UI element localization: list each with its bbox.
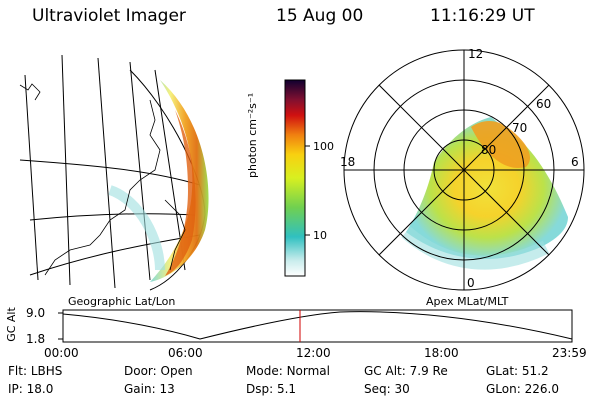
altitude-ylabel: GC Alt [4,307,18,342]
info-glat: GLat: 51.2 [486,364,549,378]
mlt-label-12: 12 [468,47,483,61]
colorbar-tick-100: 100 [313,140,334,153]
info-flt: Flt: LBHS [8,364,63,378]
info-ip: IP: 18.0 [8,382,54,396]
info-door: Door: Open [124,364,193,378]
colorbar-tick-10: 10 [313,229,327,242]
altitude-curve [62,311,573,340]
lat-label-70: 70 [512,121,527,135]
mlt-label-6: 6 [571,155,579,169]
mlt-label-18: 18 [340,155,355,169]
instrument-title: Ultraviolet Imager [32,6,186,26]
colorbar-unit-label: photon cm⁻²s⁻¹ [246,92,259,178]
lat-label-60: 60 [536,97,551,111]
altitude-xtick-1800: 18:00 [424,346,459,360]
date-label: 15 Aug 00 [276,6,364,26]
altitude-plot [58,309,573,343]
time-label: 11:16:29 UT [430,6,535,26]
panel-label-apex: Apex MLat/MLT [426,295,509,308]
info-dsp: Dsp: 5.1 [246,382,297,396]
altitude-xtick-0000: 00:00 [44,346,79,360]
mlt-label-0: 0 [467,276,475,290]
altitude-ytick-9: 9.0 [26,306,46,320]
info-mode: Mode: Normal [246,364,330,378]
coastline [19,83,186,276]
info-glon: GLon: 226.0 [486,382,559,396]
altitude-xtick-1200: 12:00 [296,346,331,360]
info-gain: Gain: 13 [124,382,175,396]
lat-label-80: 80 [481,143,496,157]
polar-plot: 12 18 6 0 60 70 80 [340,47,585,291]
geographic-map [19,54,209,291]
info-gcalt: GC Alt: 7.9 Re [364,364,448,378]
auroral-oval-map [108,80,209,282]
panel-label-geographic: Geographic Lat/Lon [68,295,176,308]
altitude-xtick-2359: 23:59 [552,346,587,360]
altitude-ytick-1: 1.8 [26,332,46,346]
colorbar [284,79,310,277]
info-seq: Seq: 30 [364,382,410,396]
altitude-xtick-0600: 06:00 [168,346,203,360]
